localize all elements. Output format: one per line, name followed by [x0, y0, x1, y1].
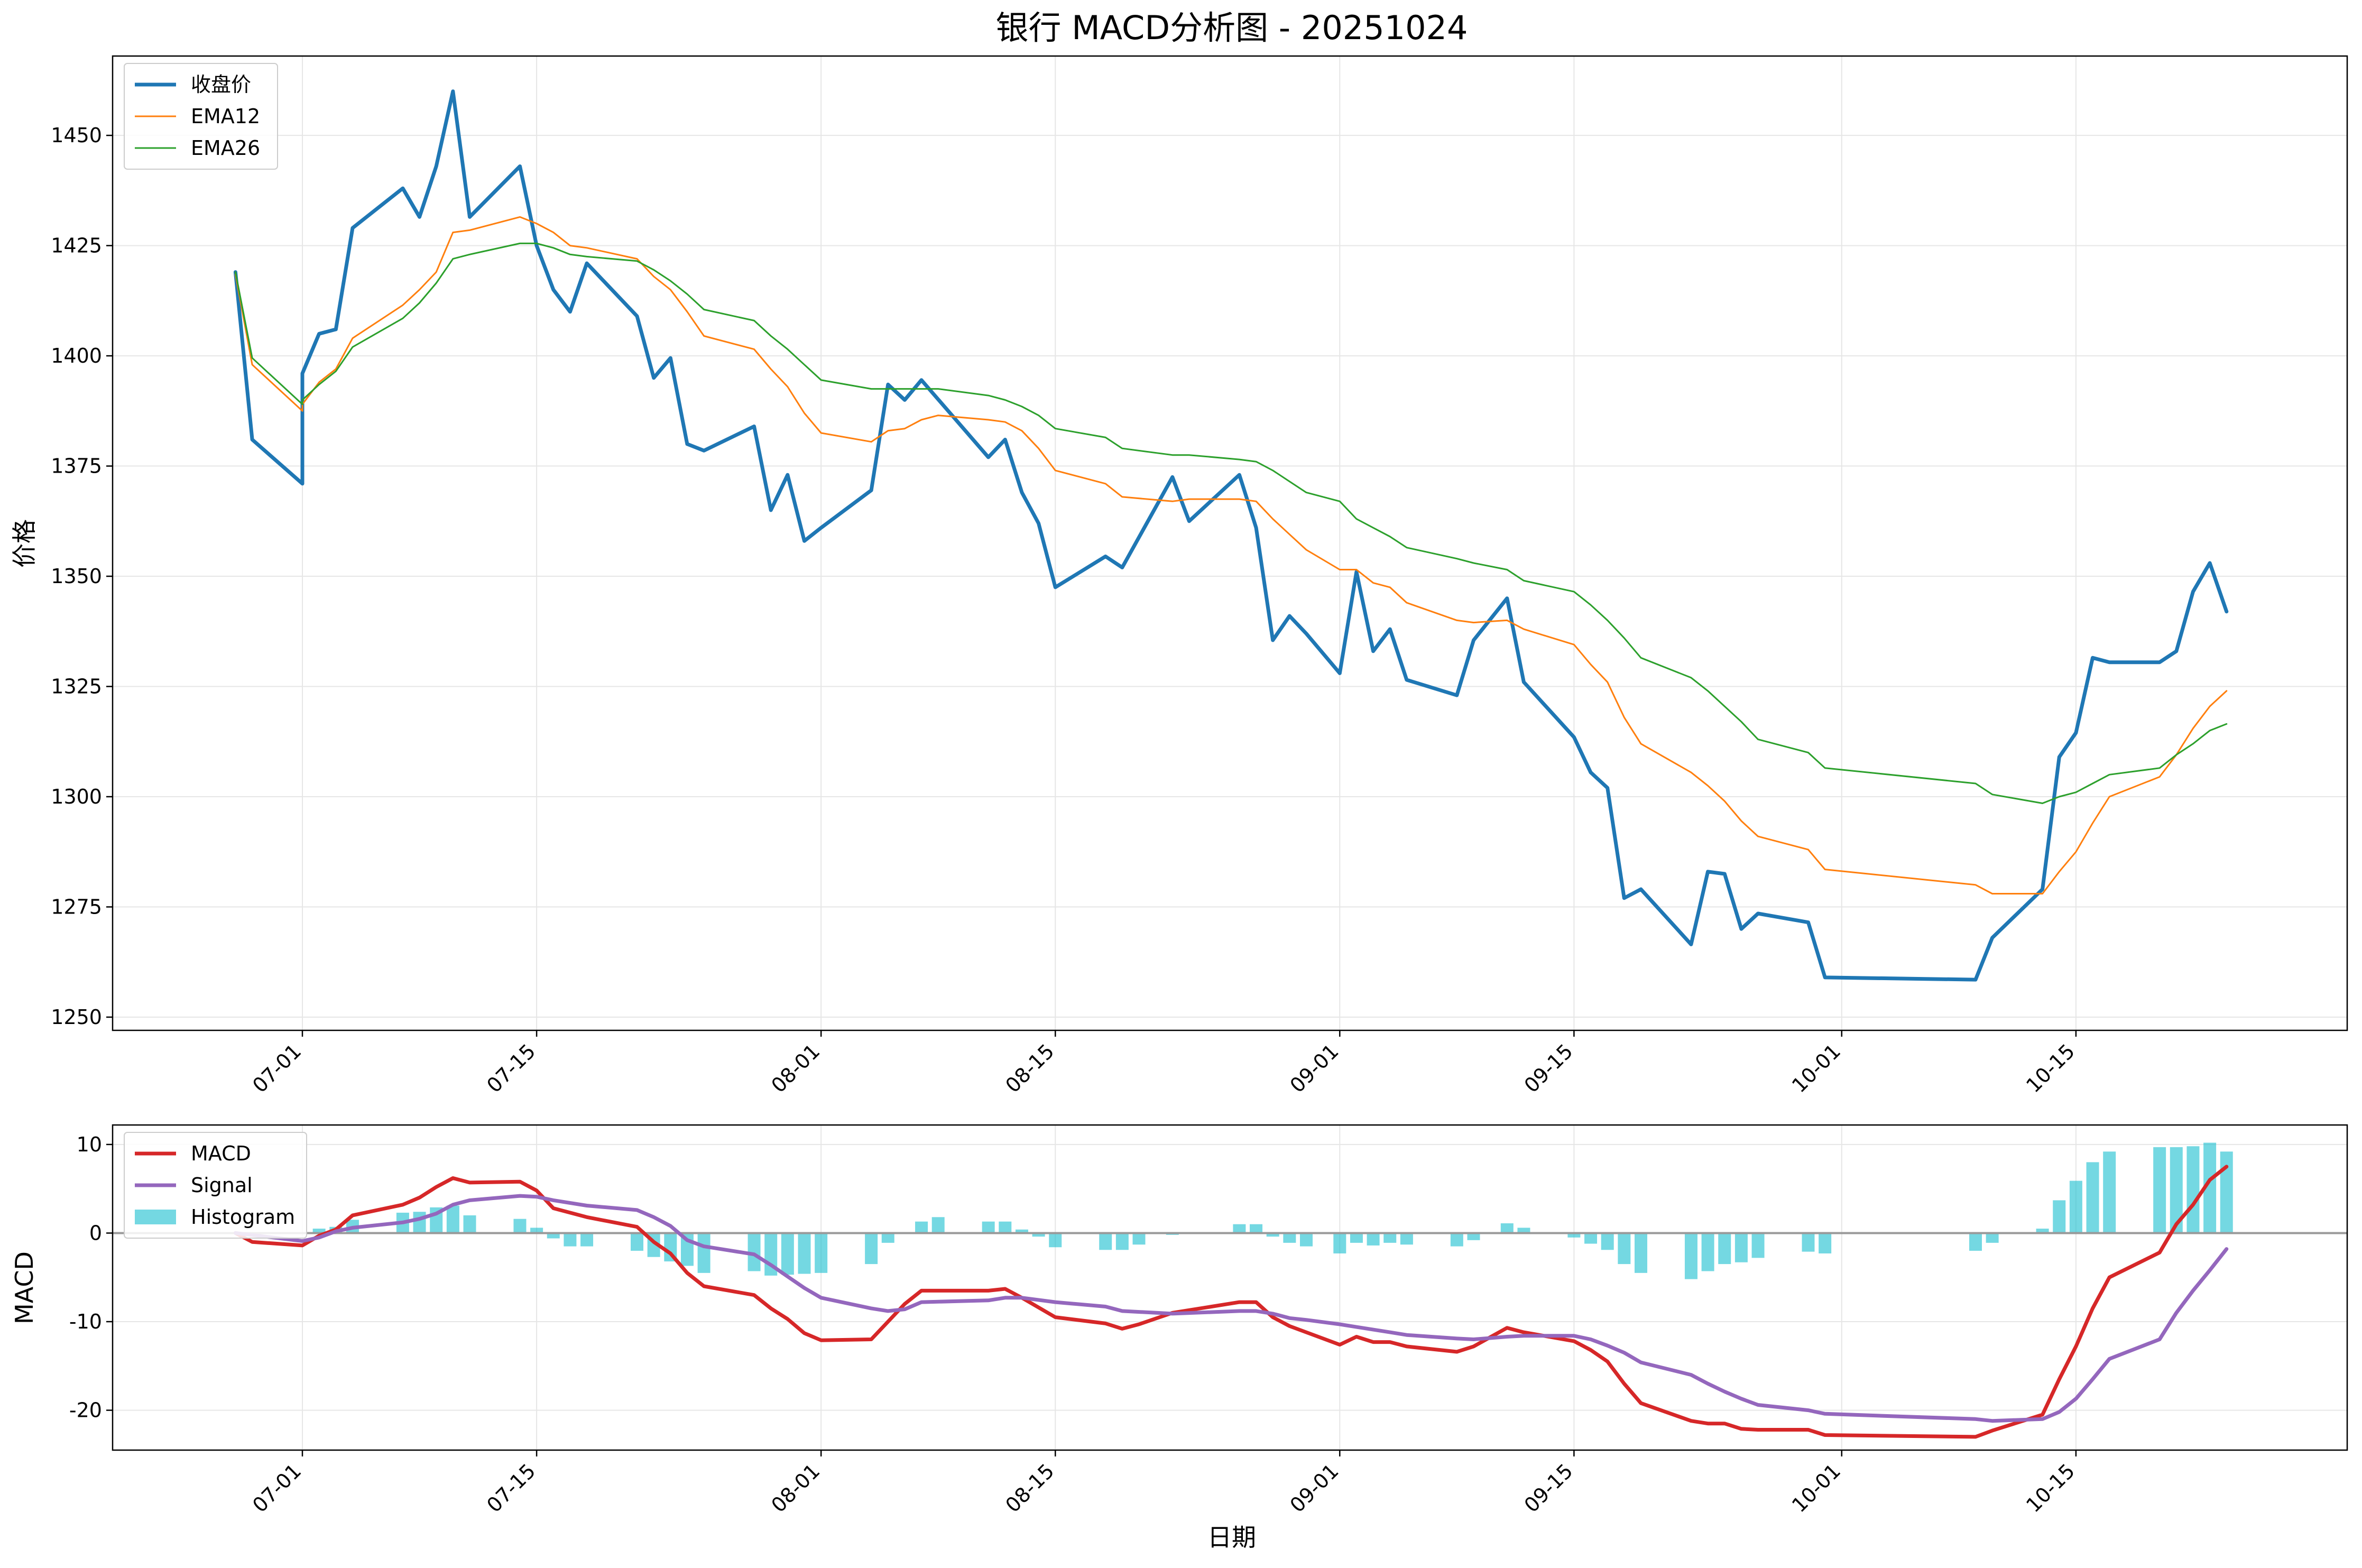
histogram-bar [1367, 1233, 1380, 1246]
legend-label: MACD [191, 1142, 251, 1165]
legend-label: 收盘价 [191, 73, 251, 96]
histogram-bar [2036, 1229, 2049, 1233]
histogram-bar [2069, 1180, 2082, 1233]
y-tick-label: 1325 [51, 675, 102, 698]
histogram-bar [1684, 1233, 1697, 1279]
histogram-bar [2103, 1151, 2116, 1233]
histogram-bar [1819, 1233, 1832, 1253]
histogram-bar [798, 1233, 811, 1274]
histogram-bar [564, 1233, 577, 1247]
y-tick-label: 0 [89, 1221, 102, 1244]
histogram-bar [1969, 1233, 1982, 1251]
y-tick-label: 1450 [51, 124, 102, 147]
histogram-bar [446, 1205, 459, 1233]
histogram-bar [2086, 1162, 2099, 1233]
legend-label: EMA12 [191, 105, 260, 128]
histogram-bar [1383, 1233, 1397, 1243]
histogram-bar [1567, 1233, 1581, 1238]
y-tick-label: 1400 [51, 344, 102, 367]
histogram-bar [1266, 1233, 1279, 1237]
y-tick-label: -10 [69, 1310, 102, 1333]
histogram-bar [631, 1233, 643, 1251]
histogram-bar [1986, 1233, 1999, 1243]
legend-label: Histogram [191, 1205, 295, 1229]
histogram-bar [781, 1233, 794, 1275]
histogram-bar [1467, 1233, 1480, 1240]
axes-frame [112, 55, 2348, 1031]
histogram-bar [1300, 1233, 1313, 1247]
legend-label: Signal [191, 1174, 253, 1197]
histogram-bar [1618, 1233, 1631, 1265]
y-axis-label: 价格 [10, 519, 39, 568]
histogram-bar [1049, 1233, 1062, 1248]
y-tick-label: 1275 [51, 895, 102, 918]
histogram-bar [1132, 1233, 1146, 1245]
y-tick-label: 1300 [51, 785, 102, 808]
histogram-bar [1701, 1233, 1714, 1271]
histogram-bar [513, 1219, 527, 1233]
histogram-bar [463, 1215, 476, 1233]
histogram-bar [413, 1212, 426, 1233]
histogram-bar [1015, 1229, 1028, 1233]
legend-box [124, 63, 278, 170]
y-tick-label: 1375 [51, 455, 102, 478]
histogram-bar [1500, 1223, 1514, 1233]
y-tick-label: 10 [77, 1133, 102, 1156]
histogram-bar [1517, 1228, 1530, 1233]
series-line-EMA26 [234, 242, 2228, 804]
y-tick-label: 1425 [51, 234, 102, 257]
y-axis-label: MACD [10, 1251, 39, 1324]
histogram-bar [1283, 1233, 1296, 1243]
histogram-bar [2153, 1147, 2166, 1233]
histogram-bar [1751, 1233, 1765, 1258]
x-axis-label: 日期 [1207, 1523, 1256, 1552]
histogram-bar [1250, 1224, 1263, 1233]
legend-swatch [135, 1210, 176, 1224]
histogram-bar [1099, 1233, 1112, 1250]
histogram-bar [1718, 1233, 1731, 1265]
histogram-bar [1350, 1233, 1363, 1243]
histogram-bar [2220, 1151, 2233, 1233]
series-line-收盘价 [233, 89, 2229, 982]
histogram-bar [999, 1221, 1012, 1233]
histogram-bar [1233, 1224, 1246, 1233]
histogram-bar [312, 1229, 326, 1233]
series-line-EMA12 [234, 216, 2228, 894]
histogram-bar [1601, 1233, 1614, 1250]
histogram-bar [580, 1233, 594, 1247]
histogram-bar [881, 1233, 894, 1243]
histogram-bar [815, 1233, 828, 1273]
histogram-bar [2053, 1200, 2066, 1233]
histogram-bar [1115, 1233, 1129, 1250]
histogram-bar [1032, 1233, 1045, 1237]
series-line-Signal [233, 1194, 2229, 1423]
histogram-bar [1635, 1233, 1647, 1273]
histogram-bar [865, 1233, 878, 1265]
legend-label: EMA26 [191, 136, 260, 160]
histogram-bar [1584, 1233, 1598, 1244]
histogram-bar [697, 1233, 711, 1273]
chart-title: 银行 MACD分析图 - 20251024 [996, 8, 1468, 47]
histogram-bar [1734, 1233, 1748, 1262]
histogram-bar [1400, 1233, 1413, 1245]
histogram-bar [530, 1228, 543, 1233]
histogram-bar [547, 1233, 560, 1239]
histogram-bar [2186, 1146, 2200, 1233]
histogram-bar [915, 1221, 928, 1233]
y-tick-label: 1250 [51, 1006, 102, 1029]
histogram-bar [931, 1217, 945, 1233]
histogram-bar [982, 1221, 995, 1233]
histogram-bar [1450, 1233, 1463, 1247]
y-tick-label: -20 [69, 1399, 102, 1422]
histogram-bar [1802, 1233, 1815, 1252]
histogram-bar [1333, 1233, 1346, 1253]
axes-frame [112, 1124, 2348, 1451]
y-tick-label: 1350 [51, 565, 102, 588]
